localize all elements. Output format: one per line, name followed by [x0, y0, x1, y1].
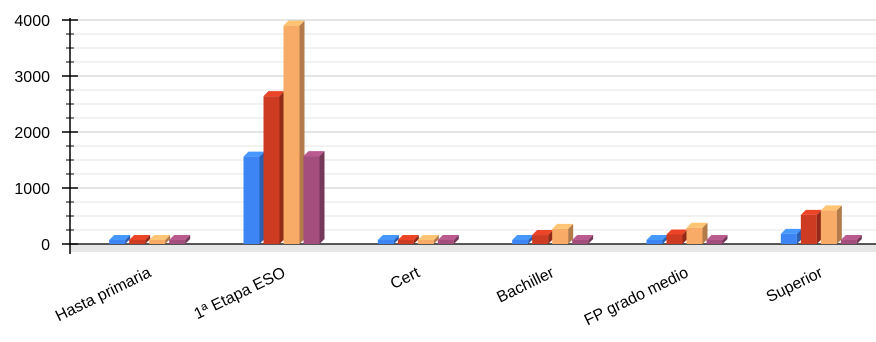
bar-front: [377, 240, 394, 244]
y-tick-label: 2000: [14, 125, 50, 142]
bar-front: [303, 156, 320, 244]
bar-front: [243, 156, 260, 244]
bar-front: [800, 214, 817, 244]
bar-side: [165, 235, 171, 244]
bar-top: [820, 205, 842, 211]
bar-side: [662, 235, 668, 244]
bar-side: [279, 91, 285, 244]
y-tick-label: 0: [41, 237, 50, 254]
bar-top: [552, 223, 574, 229]
bar-top: [780, 228, 802, 234]
bar-side: [816, 209, 822, 244]
y-tick-label: 4000: [14, 13, 50, 30]
bar-front: [397, 240, 414, 244]
bar-front: [169, 240, 186, 244]
bar-front: [706, 240, 723, 244]
bar-top: [512, 235, 534, 240]
bar-front: [572, 240, 589, 244]
bar-top: [437, 235, 459, 240]
bar-front: [109, 240, 126, 244]
bar-top: [283, 20, 305, 26]
bar-front: [646, 240, 663, 244]
bar-front: [437, 240, 454, 244]
bar-top: [129, 235, 151, 240]
y-tick-label: 3000: [14, 69, 50, 86]
bar-top: [149, 235, 171, 240]
bar-side: [722, 235, 728, 244]
bar-side: [796, 228, 802, 244]
bar-front: [666, 234, 683, 244]
bar-front: [820, 210, 837, 244]
bar-top: [706, 235, 728, 240]
bar-side: [299, 20, 305, 244]
bar-side: [588, 235, 594, 244]
bar-front: [417, 240, 434, 244]
x-tick-label: Cert: [388, 264, 423, 293]
x-tick-label: Hasta primaria: [53, 264, 154, 325]
bar-side: [413, 235, 419, 244]
bar-side: [125, 235, 131, 244]
bar-top: [572, 235, 594, 240]
bar-top: [800, 209, 822, 215]
bar-side: [185, 235, 191, 244]
bar-top: [840, 235, 862, 240]
bar-side: [319, 151, 325, 244]
bar-top: [417, 235, 439, 240]
bar-top: [532, 230, 554, 236]
bar-side: [433, 235, 439, 244]
bar-top: [397, 235, 419, 240]
bar-front: [532, 235, 549, 244]
x-tick-label: Superior: [764, 264, 826, 306]
bar-front: [263, 96, 280, 244]
bar-side: [682, 229, 688, 244]
bar-top: [666, 229, 688, 235]
bar-front: [129, 240, 146, 244]
bar-top: [686, 222, 708, 228]
bar-top: [263, 91, 285, 97]
x-tick-label: Bachiller: [494, 264, 557, 306]
bar-top: [243, 151, 265, 157]
bar-front: [686, 227, 703, 244]
chart-floor: [70, 244, 876, 252]
bar-side: [856, 235, 862, 244]
bar-side: [453, 235, 459, 244]
bar-front: [840, 240, 857, 244]
y-tick-label: 1000: [14, 181, 50, 198]
bar-top: [169, 235, 191, 240]
bar-front: [780, 233, 797, 244]
bar-front: [552, 228, 569, 244]
bar-side: [548, 230, 554, 244]
bar-side: [528, 235, 534, 244]
bar-side: [259, 151, 265, 244]
bar-side: [568, 223, 574, 244]
bar-side: [836, 205, 842, 244]
bar-side: [145, 235, 151, 244]
bar-top: [646, 235, 668, 240]
bar-top: [109, 235, 131, 240]
bar-side: [393, 235, 399, 244]
bar-front: [149, 240, 166, 244]
x-tick-label: 1ª Etapa ESO: [192, 264, 289, 323]
bar-front: [512, 240, 529, 244]
bar-top: [303, 151, 325, 157]
bar-side: [702, 222, 708, 244]
x-tick-label: FP grado medio: [582, 264, 692, 329]
bar-front: [283, 25, 300, 244]
bar-top: [377, 235, 399, 240]
